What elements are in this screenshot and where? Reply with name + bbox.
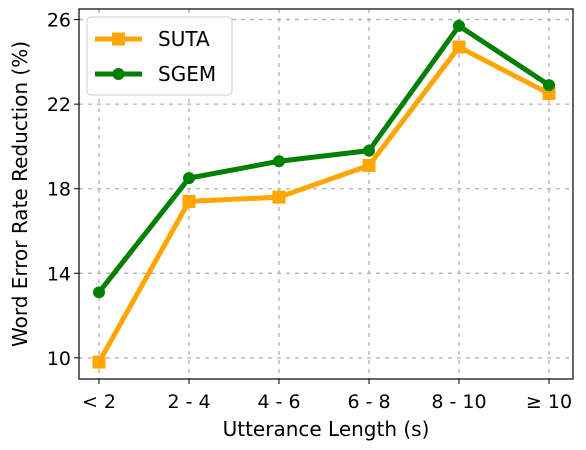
x-tick-label: 2 - 4 (167, 391, 210, 413)
data-point-suta (542, 87, 556, 101)
y-tick-label: 22 (47, 94, 71, 116)
plot-frame (78, 8, 574, 380)
legend: SUTA SGEM (86, 16, 233, 96)
data-point-suta (452, 40, 466, 54)
plot-lines (92, 19, 556, 369)
grid (79, 9, 573, 379)
x-tick-label: 6 - 8 (347, 391, 390, 413)
x-axis-ticks: < 2 2 - 4 4 - 6 6 - 8 8 - 10 ≥ 10 (82, 379, 572, 413)
x-tick-label: ≥ 10 (526, 391, 572, 413)
y-axis-ticks: 10 14 18 22 26 (47, 10, 79, 370)
y-tick-label: 26 (47, 10, 71, 32)
series-line-suta (96, 44, 551, 364)
y-tick-label: 18 (47, 179, 71, 201)
legend-label-sgem: SGEM (158, 62, 216, 86)
data-point-suta (362, 158, 376, 172)
data-point-sgem (543, 79, 555, 92)
data-point-suta (272, 190, 286, 204)
x-tick-label: < 2 (82, 391, 116, 413)
legend-marker-suta (112, 32, 125, 46)
series-line-sgem (97, 23, 551, 294)
data-point-sgem (453, 19, 465, 32)
y-tick-label: 10 (47, 348, 71, 370)
data-point-sgem (273, 155, 285, 168)
legend-marker-sgem (112, 68, 125, 80)
y-tick-label: 14 (47, 263, 71, 285)
x-tick-label: 8 - 10 (431, 391, 486, 413)
data-point-sgem (363, 144, 375, 157)
data-point-suta (182, 194, 196, 208)
data-point-suta (92, 355, 106, 369)
data-point-sgem (93, 286, 105, 299)
x-tick-label: 4 - 6 (257, 391, 300, 413)
x-axis-title: Utterance Length (s) (223, 417, 430, 441)
y-axis-title: Word Error Rate Reduction (%) (8, 41, 32, 347)
legend-label-suta: SUTA (158, 27, 210, 51)
data-point-sgem (183, 172, 195, 185)
